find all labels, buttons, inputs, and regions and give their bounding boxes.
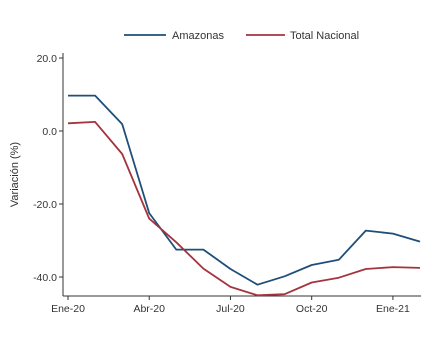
x-tick-label: Ene-20 [51, 303, 85, 315]
axes [62, 53, 421, 297]
legend: Amazonas Total Nacional [124, 30, 359, 42]
x-tick-label: Ene-21 [376, 303, 410, 315]
series-line-total-nacional [67, 121, 421, 297]
y-tick-label: -20.0 [33, 199, 57, 211]
legend-label: Total Nacional [290, 30, 359, 42]
series-line-amazonas [68, 94, 421, 286]
series-lines [67, 94, 421, 297]
x-tick-label: Abr-20 [133, 303, 165, 315]
x-tick-label: Jul-20 [216, 303, 245, 315]
y-tick-label: 0.0 [42, 126, 57, 138]
y-axis-title: Variación (%) [9, 142, 21, 207]
legend-label: Amazonas [172, 30, 224, 42]
y-tick-label: 20.0 [37, 53, 58, 65]
tick-labels: 20.0 0.0 -20.0 -40.0 Ene-20 Abr-20 Jul-20 Oct-2… [33, 53, 410, 315]
y-tick-label: -40.0 [33, 272, 57, 284]
x-tick-label: Oct-20 [296, 303, 328, 315]
